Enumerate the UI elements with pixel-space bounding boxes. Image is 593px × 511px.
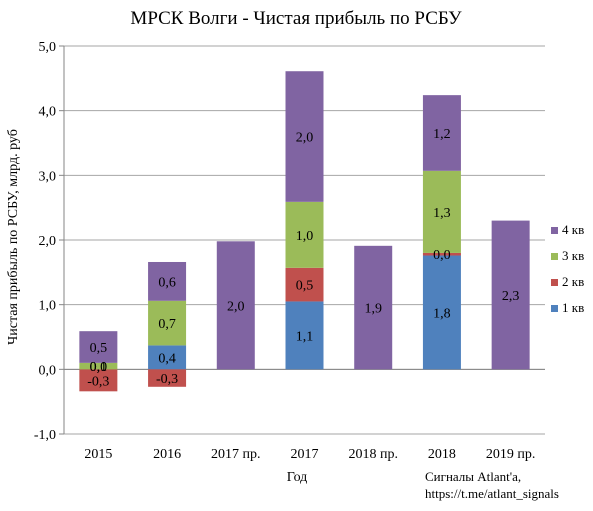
legend-label: 4 кв	[562, 222, 584, 237]
bar-segment	[148, 345, 187, 370]
data-label: 2,0	[296, 131, 314, 146]
x-tick-label: 2019 пр.	[486, 447, 536, 462]
y-tick-label: 2,0	[39, 234, 57, 249]
y-tick-label: 3,0	[39, 169, 57, 184]
y-tick-labels: -1,0 0,0 1,0 2,0 3,0 4,0 5,0	[34, 40, 56, 443]
y-tick-label: 4,0	[39, 105, 57, 120]
legend-swatch	[551, 279, 558, 286]
x-axis-label: Год	[287, 470, 308, 485]
data-label: 1,9	[364, 302, 382, 317]
data-label: -0,3	[87, 374, 109, 389]
y-tick-label: 5,0	[39, 40, 57, 55]
legend-swatch	[551, 253, 558, 260]
legend-label: 1 кв	[562, 300, 584, 315]
bar-segment	[285, 267, 324, 302]
bar-segment	[422, 170, 461, 253]
bar-segment	[354, 245, 393, 370]
data-label: -0,3	[156, 372, 178, 387]
x-tick-label: 2017	[291, 447, 319, 462]
bars	[79, 71, 530, 392]
data-label: 0,0	[90, 360, 108, 375]
bar-segment	[285, 71, 324, 202]
x-tick-label: 2015	[84, 447, 112, 462]
bar-segment	[148, 261, 187, 301]
x-tick-label: 2016	[153, 447, 181, 462]
data-label: 0,4	[158, 351, 176, 366]
legend: 4 кв 3 кв 2 кв 1 кв	[551, 222, 584, 315]
bar-segment	[79, 369, 118, 392]
bar-segment	[285, 201, 324, 268]
data-label: 0,1	[90, 360, 108, 375]
bar-segment	[79, 331, 118, 363]
data-label: 0,5	[90, 341, 108, 356]
x-tick-labels: 2015 2016 2017 пр. 2017 2018 пр. 2018 2019 пр.	[84, 447, 535, 462]
data-label: 0,0	[433, 248, 451, 263]
data-label: 1,0	[296, 229, 314, 244]
y-axis-label: Чистая прибыль по РСБУ, млрд. руб	[6, 129, 21, 345]
bar-segment	[491, 220, 530, 370]
legend-swatch	[551, 305, 558, 312]
data-label: 0,7	[158, 317, 176, 332]
y-tick-label: -1,0	[34, 428, 56, 443]
legend-swatch	[551, 227, 558, 234]
y-tick-label: 0,0	[39, 363, 57, 378]
bar-segment	[422, 252, 461, 256]
data-label: 1,2	[433, 127, 451, 142]
credit-line-1: Сигналы Atlant'a,	[425, 469, 521, 484]
data-label: 1,3	[433, 206, 451, 221]
bar-segment	[148, 300, 187, 346]
bar-segment	[148, 369, 187, 387]
bar-segment	[216, 241, 255, 370]
credit-line-2: https://t.me/atlant_signals	[425, 486, 559, 501]
y-tick-label: 1,0	[39, 299, 57, 314]
data-label: 1,1	[296, 329, 314, 344]
chart-title: МРСК Волги - Чистая прибыль по РСБУ	[130, 8, 462, 29]
x-tick-label: 2017 пр.	[211, 447, 261, 462]
x-tick-label: 2018 пр.	[348, 447, 398, 462]
legend-label: 2 кв	[562, 274, 584, 289]
data-label: 0,5	[296, 279, 314, 294]
data-labels: -0,30,10,50,4-0,30,70,62,01,10,51,02,01,…	[87, 127, 519, 389]
data-label: 1,8	[433, 306, 451, 321]
bar-segment	[422, 95, 461, 171]
bar-segment	[422, 255, 461, 370]
bar-segment	[79, 362, 118, 370]
bar-segment	[285, 301, 324, 370]
data-label: 2,3	[502, 289, 520, 304]
legend-label: 3 кв	[562, 248, 584, 263]
x-tick-label: 2018	[428, 447, 456, 462]
data-label: 0,6	[158, 275, 176, 290]
data-label: 2,0	[227, 299, 245, 314]
